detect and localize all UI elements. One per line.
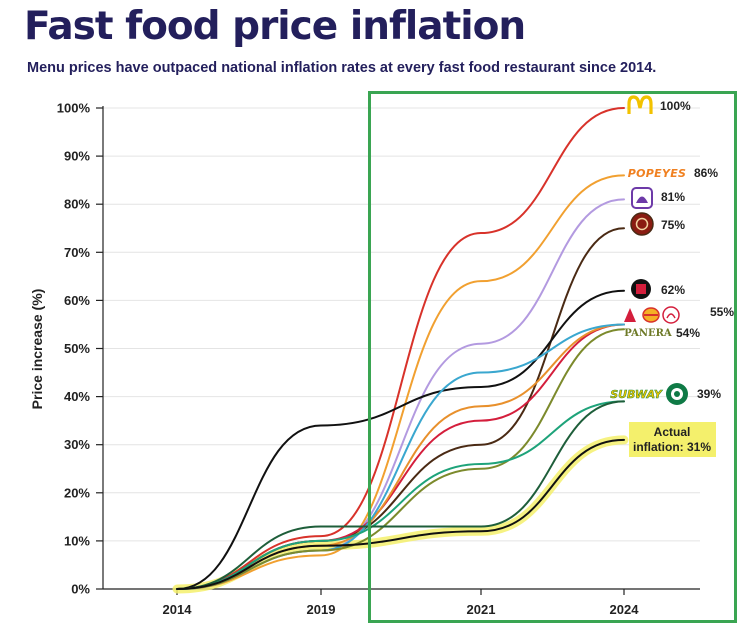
y-tick-label: 20% <box>64 485 90 500</box>
series-line-taco-bell <box>176 198 625 590</box>
chart-subtitle: Menu prices have outpaced national infla… <box>27 60 657 76</box>
series-line-popeyes <box>176 174 625 590</box>
tacobell-logo-icon <box>631 187 653 209</box>
y-tick-label: 10% <box>64 533 90 548</box>
popeyes-logo-icon: POPEYES <box>628 167 687 180</box>
end-label-mcdonalds: 100% <box>660 99 691 113</box>
x-tick-label: 2024 <box>610 602 640 617</box>
end-label-subway-starbucks: 39% <box>697 387 721 401</box>
chipotle-logo-icon <box>630 212 654 236</box>
inflation-label-bg <box>629 422 716 457</box>
end-label-panera: 54% <box>676 326 700 340</box>
inflation-label-line2: inflation: 31% <box>633 440 711 454</box>
series-line-jack-in-the-box <box>176 289 625 590</box>
arbys-logo-icon <box>624 308 636 322</box>
y-tick-label: 40% <box>64 389 90 404</box>
end-label-tacobell: 81% <box>661 190 685 204</box>
y-axis-title: Price increase (%) <box>29 289 45 410</box>
y-tick-label: 70% <box>64 245 90 260</box>
burger-king-logo-icon <box>642 307 660 323</box>
inflation-label-line1: Actual <box>654 425 691 439</box>
series-line-panera <box>176 328 625 590</box>
end-label-jack-in-the-box: 62% <box>661 283 685 297</box>
mcdonalds-logo-icon <box>627 95 653 114</box>
axes: 0% 10% 20% 30% 40% 50% 60% 70% 80% 90% 100% 2014 201… <box>29 101 700 617</box>
y-tick-label: 100% <box>57 101 91 116</box>
series-line-subway <box>176 400 625 590</box>
end-label-arbys-bk-wendys: 55% <box>710 305 734 319</box>
x-tick-label: 2021 <box>467 602 496 617</box>
y-tick-label: 30% <box>64 437 90 452</box>
jack-in-the-box-logo-icon <box>631 279 651 299</box>
y-tick-label: 50% <box>64 341 90 356</box>
series-line-starbucks <box>176 400 625 590</box>
y-tick-label: 80% <box>64 197 90 212</box>
subway-logo-icon: SUBWAY <box>610 388 663 401</box>
series-line-actual-inflation <box>176 438 625 590</box>
y-tick-label: 0% <box>71 582 90 597</box>
wendys-logo-icon <box>662 306 680 324</box>
brand-logos: POPEYES PANERA SUBWAY <box>610 95 688 405</box>
x-tick-label: 2014 <box>163 602 193 617</box>
y-tick-label: 90% <box>64 149 90 164</box>
highlight-box-2021-2024 <box>368 91 737 623</box>
end-label-chipotle: 75% <box>661 218 685 232</box>
series-line-mcdonald-s <box>176 107 625 590</box>
x-tick-label: 2019 <box>307 602 336 617</box>
end-labels: 100% 86% 81% 75% 62% 55% 54% 39% Actualinflation… <box>629 99 734 457</box>
end-label-popeyes: 86% <box>694 166 718 180</box>
series-lines <box>172 107 629 594</box>
panera-logo-icon: PANERA <box>624 328 672 339</box>
y-tick-label: 60% <box>64 293 90 308</box>
starbucks-logo-icon <box>666 383 688 405</box>
y-gridlines <box>103 107 700 590</box>
chart-title: Fast food price inflation <box>24 4 526 49</box>
